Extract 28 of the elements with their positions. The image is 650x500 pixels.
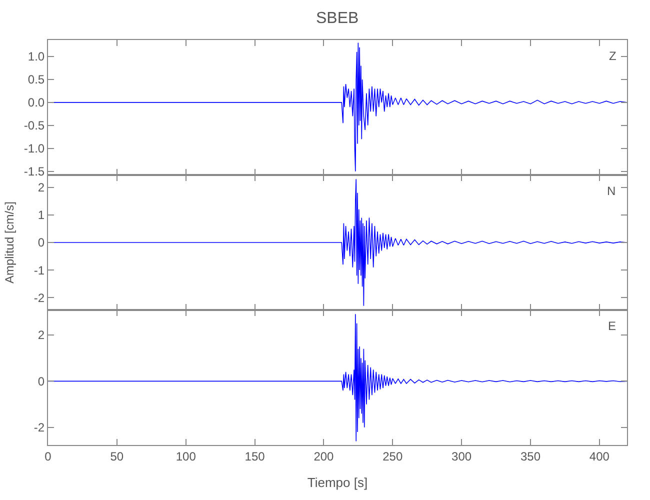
text: Z: [609, 49, 616, 63]
y-tick-label: -1: [34, 263, 45, 278]
y-axis-title: Amplitud [cm/s]: [2, 202, 17, 284]
x-axis-title: Tiempo [s]: [307, 475, 368, 490]
y-tick-label: 2: [38, 180, 45, 195]
x-tick-label: 400: [589, 449, 610, 464]
x-tick-label: 250: [382, 449, 403, 464]
text: N: [607, 184, 616, 198]
y-tick-label: -1.5: [24, 164, 45, 179]
x-tick-label: 50: [110, 449, 124, 464]
y-tick-label: -1.0: [24, 142, 45, 156]
x-tick-label: 150: [244, 449, 266, 464]
y-tick-label: 0: [38, 236, 45, 250]
y-tick-label: 0.0: [28, 96, 45, 110]
chart-title: SBEB: [316, 10, 359, 27]
x-tick-label: 300: [452, 449, 472, 464]
y-tick-label: -2: [34, 420, 45, 435]
y-tick-label: -2: [34, 290, 45, 305]
text: E: [608, 319, 616, 333]
y-tick-label: 1.0: [28, 50, 45, 64]
y-tick-label: -0.5: [24, 118, 45, 133]
x-tick-label: 200: [314, 449, 334, 464]
y-tick-label: 1: [38, 208, 45, 222]
x-tick-label: 350: [520, 449, 541, 464]
x-tick-label: 100: [176, 449, 196, 464]
y-tick-label: 0: [38, 374, 45, 388]
y-tick-label: 2: [38, 328, 45, 342]
y-tick-label: 0.5: [28, 72, 45, 87]
